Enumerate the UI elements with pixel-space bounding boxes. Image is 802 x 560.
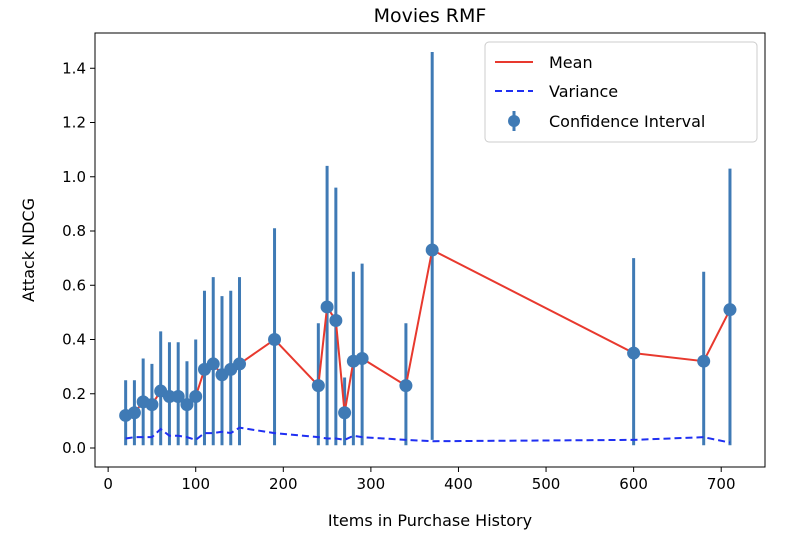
- legend-ci-swatch-marker: [508, 115, 520, 127]
- ci-marker: [145, 398, 159, 412]
- mean-line: [125, 248, 731, 417]
- y-tick-label: 0.6: [62, 276, 86, 294]
- y-axis-label: Attack NDCG: [19, 198, 38, 302]
- x-tick-label: 400: [444, 475, 473, 493]
- x-tick-label: 0: [103, 475, 113, 493]
- ci-marker: [127, 406, 141, 420]
- y-tick-label: 0.4: [62, 331, 86, 349]
- ci-marker: [189, 389, 203, 403]
- x-tick-label: 700: [707, 475, 736, 493]
- legend: Mean Variance Confidence Interval: [484, 41, 758, 143]
- ci-marker: [355, 352, 369, 365]
- ci-marker: [171, 389, 185, 403]
- x-tick-label: 100: [181, 475, 210, 493]
- legend-mean-label: Mean: [549, 53, 593, 72]
- y-tick-label: 0.2: [62, 385, 86, 403]
- ci-marker: [399, 379, 413, 393]
- ci-marker: [320, 300, 334, 314]
- x-tick-label: 200: [269, 475, 298, 493]
- y-tick-label: 0.0: [62, 439, 86, 457]
- x-tick-label: 600: [619, 475, 648, 493]
- ci-marker: [338, 406, 352, 420]
- legend-variance-label: Variance: [549, 82, 618, 101]
- ci-marker: [425, 243, 439, 257]
- x-tick-label: 500: [532, 475, 561, 493]
- ci-marker: [233, 357, 247, 371]
- y-tick-label: 1.2: [62, 114, 86, 132]
- ci-marker: [206, 357, 220, 371]
- x-tick-label: 300: [357, 475, 386, 493]
- x-axis-label: Items in Purchase History: [328, 511, 532, 530]
- y-tick-label: 0.8: [62, 222, 86, 240]
- ci-marker: [723, 303, 737, 317]
- variance-line: [125, 426, 731, 444]
- y-tick-label: 1.0: [62, 168, 86, 186]
- ci-marker: [268, 333, 282, 347]
- ci-marker: [329, 314, 343, 328]
- ci-marker: [697, 354, 711, 368]
- y-tick-label: 1.4: [62, 59, 86, 77]
- ci-marker: [180, 398, 194, 412]
- legend-ci-label: Confidence Interval: [549, 112, 705, 131]
- chart-title: Movies RMF: [374, 5, 487, 27]
- legend-box: [484, 41, 758, 143]
- plot-frame: [94, 32, 766, 468]
- ci-marker: [627, 346, 641, 360]
- ci-marker: [311, 379, 325, 393]
